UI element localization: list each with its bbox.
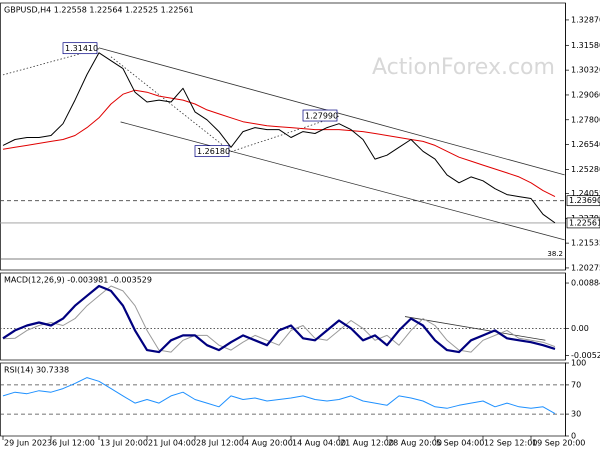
annotation-box <box>62 42 98 55</box>
panel-title: GBPUSD,H4 1.22558 1.22564 1.22525 1.2256… <box>4 6 194 15</box>
x-tick-label: 5 Sep 04:00 <box>436 439 484 448</box>
y-tick-label: 1.26540 <box>571 140 600 149</box>
x-tick-label: 29 Jun 2023 <box>4 439 52 448</box>
y-tick-label: 1.21535 <box>571 239 600 248</box>
fib-label: 38.2 <box>547 250 563 258</box>
x-tick-label: 6 Jul 12:00 <box>52 439 95 448</box>
trend-line <box>404 316 546 341</box>
y-tick-label: 1.27800 <box>571 115 600 124</box>
x-tick-label: 13 Jul 20:00 <box>100 439 148 448</box>
x-tick-label: 28 Aug 20:00 <box>388 439 442 448</box>
trend-line <box>110 56 232 152</box>
annotation-label: 1.26180 <box>197 147 230 156</box>
series-line <box>2 284 556 354</box>
series-line <box>2 285 556 353</box>
y-tick-label: 1.30320 <box>571 66 600 75</box>
series-line <box>2 52 556 224</box>
y-tick-label: 0.008846 <box>571 279 600 288</box>
x-tick-label: 12 Sep 12:00 <box>484 439 537 448</box>
trend-line <box>120 121 565 241</box>
watermark: ActionForex.com <box>372 55 555 80</box>
y-tick-label: -0.005252 <box>571 351 600 360</box>
panel-title: MACD(12,26,9) -0.003981 -0.003529 <box>4 276 152 285</box>
y-tick-label: 100 <box>571 359 586 368</box>
y-tick-label: 0 <box>571 432 576 441</box>
annotation-label: 1.31410 <box>65 44 98 53</box>
trend-line <box>2 48 100 76</box>
level-label: 1.23690 <box>569 196 600 205</box>
x-tick-label: 19 Sep 20:00 <box>532 439 585 448</box>
x-tick-label: 14 Aug 04:00 <box>292 439 346 448</box>
annotation-label: 1.27990 <box>305 112 338 121</box>
y-tick-label: 1.25280 <box>571 165 600 174</box>
x-tick-label: 21 Aug 12:00 <box>340 439 394 448</box>
x-tick-label: 28 Jul 12:00 <box>196 439 244 448</box>
y-tick-label: 1.24055 <box>571 189 600 198</box>
y-tick-label: 1.31580 <box>571 41 600 50</box>
x-tick-label: 4 Aug 20:00 <box>244 439 293 448</box>
series-line <box>2 89 556 198</box>
annotation-box <box>302 109 338 122</box>
y-tick-label: 1.29060 <box>571 90 600 99</box>
series-line <box>2 377 556 415</box>
panel-title: RSI(14) 30.7338 <box>4 366 69 375</box>
y-tick-label: 30 <box>571 410 581 419</box>
y-tick-label: 0.00 <box>571 324 589 333</box>
level-label: 1.22561 <box>569 218 600 227</box>
level-label-box <box>566 217 600 229</box>
y-tick-label: 1.32870 <box>571 15 600 24</box>
y-tick-label: 1.20275 <box>571 263 600 272</box>
x-tick-label: 21 Jul 04:00 <box>148 439 196 448</box>
y-tick-label: 70 <box>571 380 581 389</box>
annotation-box <box>194 145 230 158</box>
level-label-box <box>566 195 600 207</box>
